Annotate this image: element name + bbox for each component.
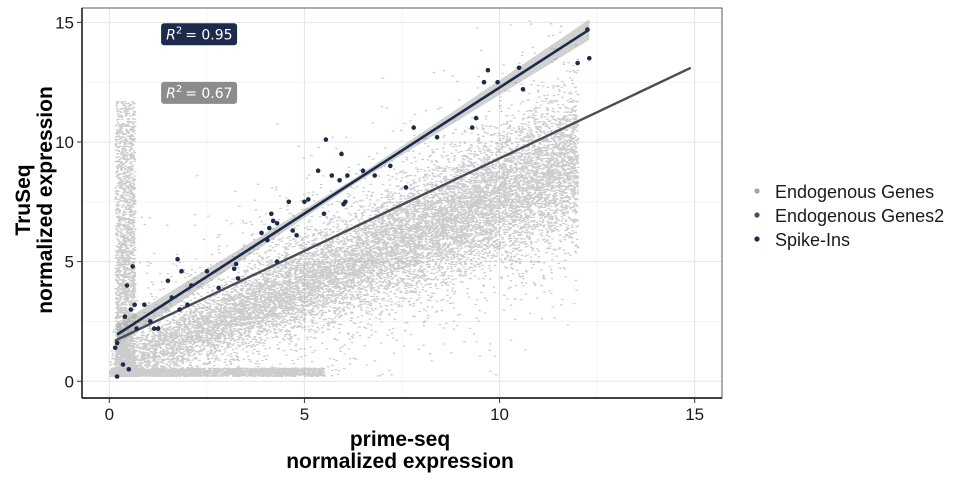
spike-in-point bbox=[345, 173, 350, 178]
spike-in-point bbox=[321, 211, 327, 217]
x-tick-label: 0 bbox=[105, 405, 114, 424]
spike-in-point bbox=[269, 211, 274, 217]
spike-in-point bbox=[132, 302, 137, 308]
spike-in-point bbox=[315, 168, 321, 173]
spike-in-point bbox=[585, 27, 590, 32]
spike-in-point bbox=[259, 230, 264, 236]
y-tick-label: 15 bbox=[55, 13, 74, 32]
legend-key-endogenous-genes2 bbox=[754, 212, 760, 218]
spike-in-point bbox=[516, 65, 522, 71]
spike-in-point bbox=[495, 79, 500, 85]
y-axis-title-line1: TruSeq bbox=[12, 164, 35, 235]
spike-in-point bbox=[185, 302, 190, 308]
y-tick-label: 10 bbox=[55, 133, 74, 152]
spike-in-point bbox=[290, 228, 296, 233]
spike-in-point bbox=[151, 326, 157, 331]
spike-in-point bbox=[339, 151, 344, 157]
spike-in-point bbox=[343, 199, 348, 205]
endogenous-genes-point-cloud bbox=[108, 20, 580, 378]
spike-in-point bbox=[165, 278, 171, 284]
spike-in-point bbox=[481, 79, 487, 85]
x-tick-label: 5 bbox=[300, 405, 309, 424]
tick-labels: 0 5 10 15 0 5 10 15 bbox=[55, 13, 704, 424]
y-axis-title-line2: normalized expression bbox=[34, 86, 57, 314]
spike-in-point bbox=[267, 225, 272, 231]
spike-in-point bbox=[204, 268, 210, 274]
legend-label-spike-ins: Spike-Ins bbox=[775, 230, 850, 250]
spike-in-point bbox=[337, 178, 342, 183]
spike-in-point bbox=[485, 67, 491, 73]
spike-in-point bbox=[175, 256, 180, 262]
spike-in-point bbox=[124, 283, 130, 288]
regression-lines bbox=[114, 28, 692, 342]
spike-in-point bbox=[294, 233, 299, 238]
spike-in-point bbox=[134, 326, 139, 331]
spike-in-point bbox=[286, 199, 292, 205]
x-axis-title-line2: normalized expression bbox=[286, 450, 514, 473]
spike-in-point bbox=[114, 340, 120, 346]
r-squared-label: R2 = 0.67 bbox=[166, 84, 232, 102]
endogenous-genes-points bbox=[108, 20, 580, 378]
x-tick-label: 15 bbox=[685, 405, 704, 424]
x-axis-title-line1: prime-seq bbox=[350, 428, 450, 451]
spike-in-point bbox=[233, 261, 239, 267]
spike-in-point bbox=[270, 218, 276, 224]
spike-in-point bbox=[216, 285, 221, 291]
spike-in-point bbox=[189, 283, 194, 288]
spike-in-point bbox=[329, 173, 335, 178]
spike-in-point bbox=[126, 367, 132, 372]
spike-in-point bbox=[128, 307, 134, 312]
spike-in-point bbox=[231, 266, 237, 272]
spike-in-point bbox=[306, 197, 311, 202]
legend-label-endogenous-genes2: Endogenous Genes2 bbox=[775, 206, 944, 226]
r-squared-label-box bbox=[161, 23, 238, 46]
r-squared-annotations: R2 = 0.95 R2 = 0.67 bbox=[161, 23, 238, 104]
axes bbox=[77, 7, 723, 403]
spike-in-point bbox=[575, 60, 580, 66]
spike-in-point bbox=[520, 87, 526, 92]
spike-in-point bbox=[155, 326, 161, 331]
y-tick-label: 5 bbox=[65, 253, 74, 272]
legend-label-endogenous-genes: Endogenous Genes bbox=[775, 182, 934, 202]
endogenous-genes2-regression-line bbox=[114, 66, 692, 342]
spike-in-point bbox=[473, 115, 479, 121]
legend-key-endogenous-genes bbox=[754, 188, 760, 194]
spike-in-point bbox=[177, 307, 182, 312]
y-tick-label: 0 bbox=[65, 372, 74, 391]
spike-in-point bbox=[323, 137, 329, 142]
spike-in-point bbox=[403, 185, 409, 190]
spike-ins-regression-line bbox=[116, 28, 591, 336]
legend: Endogenous Genes Endogenous Genes2 Spike… bbox=[754, 182, 944, 250]
spike-in-point bbox=[235, 276, 241, 281]
spike-in-point bbox=[411, 125, 417, 130]
spike-in-point bbox=[148, 319, 153, 324]
spike-in-point bbox=[130, 264, 135, 269]
spike-in-point bbox=[122, 314, 128, 320]
spike-in-point bbox=[114, 374, 120, 379]
spike-in-point bbox=[388, 163, 393, 169]
spike-in-point bbox=[274, 259, 280, 264]
spike-in-point bbox=[360, 168, 366, 173]
spike-in-point bbox=[169, 295, 175, 300]
r-squared-label-box bbox=[161, 81, 238, 104]
spike-in-point bbox=[469, 125, 475, 130]
spike-in-point bbox=[587, 55, 592, 61]
grid-major bbox=[82, 8, 722, 398]
spike-in-point bbox=[179, 268, 184, 274]
r-squared-label: R2 = 0.95 bbox=[166, 25, 232, 43]
spike-in-point bbox=[112, 345, 118, 351]
spike-in-point bbox=[274, 221, 280, 226]
legend-key-spike-ins bbox=[754, 236, 760, 242]
spike-in-point bbox=[120, 362, 126, 367]
spike-in-point bbox=[372, 173, 378, 178]
x-tick-label: 10 bbox=[490, 405, 509, 424]
spike-in-point bbox=[434, 134, 440, 140]
spike-ins-points bbox=[112, 27, 592, 379]
spike-in-point bbox=[142, 302, 147, 308]
spike-in-point bbox=[265, 237, 270, 243]
spike-in-point bbox=[302, 199, 307, 205]
